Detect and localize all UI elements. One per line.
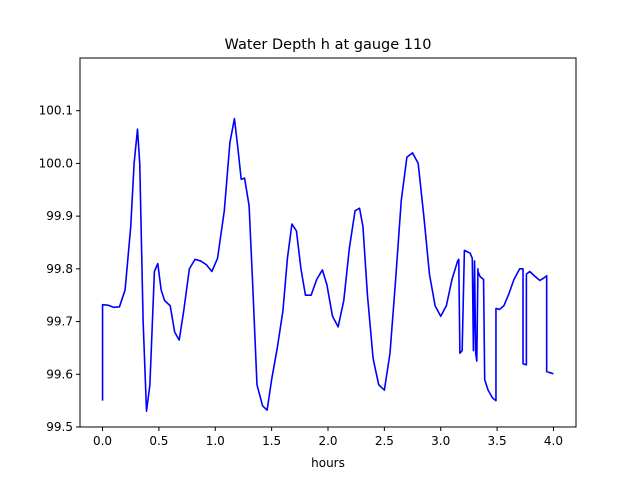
series-line (101, 117, 554, 412)
chart-title: Water Depth h at gauge 110 (225, 37, 432, 53)
y-tick-label: 100.0 (39, 156, 73, 170)
y-tick-label: 99.6 (46, 367, 73, 381)
y-tick-label: 99.5 (46, 420, 73, 434)
x-axis-ticks: 0.0 0.5 1.0 1.5 2.0 2.5 3.0 3.5 4.0 (93, 427, 563, 448)
y-axis-ticks: 99.5 99.6 99.7 99.8 99.9 100.0 100.1 (39, 104, 80, 434)
x-tick-label: 3.5 (488, 434, 507, 448)
y-tick-label: 99.7 (46, 315, 73, 329)
x-tick-label: 4.0 (544, 434, 563, 448)
y-tick-label: 100.1 (39, 104, 73, 118)
x-tick-label: 3.0 (431, 434, 450, 448)
y-tick-label: 99.8 (46, 262, 73, 276)
x-axis-label: hours (311, 456, 345, 470)
x-tick-label: 1.5 (262, 434, 281, 448)
x-tick-label: 2.0 (318, 434, 337, 448)
plot-area (101, 117, 554, 412)
x-tick-label: 2.5 (375, 434, 394, 448)
x-tick-label: 1.0 (206, 434, 225, 448)
x-tick-label: 0.0 (93, 434, 112, 448)
x-tick-label: 0.5 (149, 434, 168, 448)
axes-frame (79, 57, 577, 428)
y-tick-label: 99.9 (46, 209, 73, 223)
